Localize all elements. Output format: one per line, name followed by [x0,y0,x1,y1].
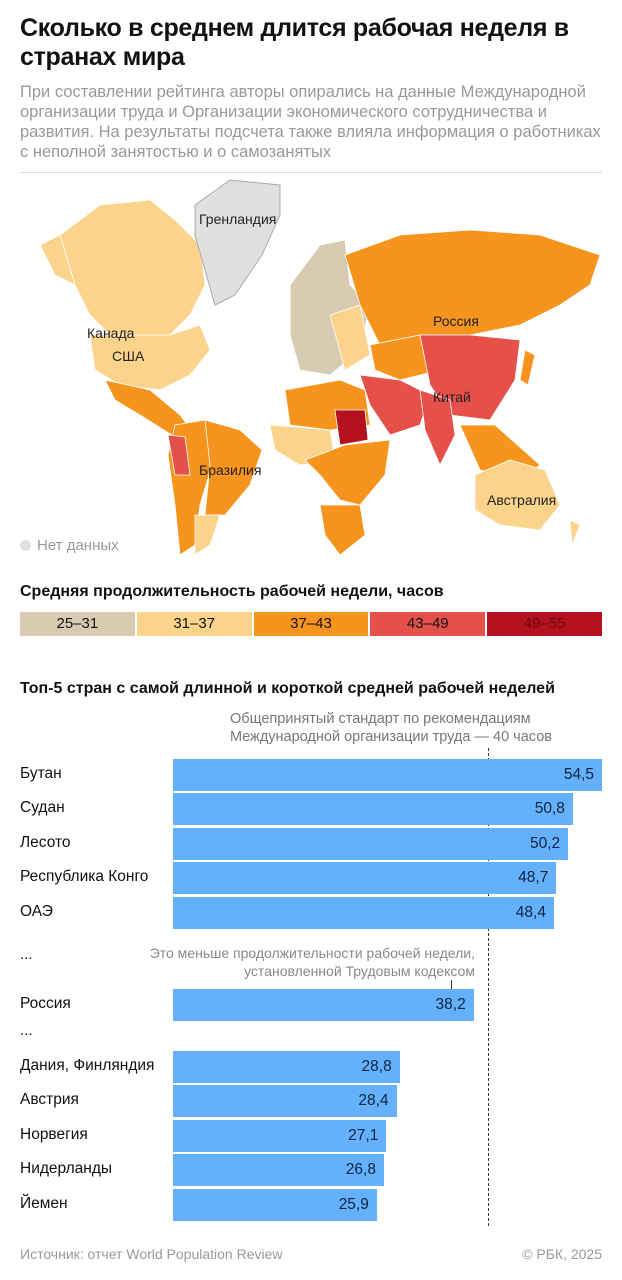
no-data-label: Нет данных [37,537,119,554]
region-europe-east [329,304,371,371]
map-label-russia: Россия [433,313,479,329]
region-canada [59,199,206,336]
bar-category-label: Дания, Финляндия [20,1057,155,1074]
no-data-swatch [20,540,31,551]
bar: 25,9 [173,1189,377,1221]
chart-title: Топ-5 стран с самой длинной и короткой с… [20,680,555,697]
bar-category-label: Россия [20,995,71,1012]
map-label-usa: США [112,348,145,364]
bar: 26,8 [173,1154,384,1186]
bar: 50,8 [173,793,573,825]
region-alaska [39,234,76,286]
legend-bin: 43–49 [370,612,486,636]
legend-bin: 25–31 [20,612,135,636]
bar-category-label: Судан [20,799,65,816]
region-sudan [334,409,369,446]
region-peru [167,434,191,476]
region-usa [89,324,211,391]
legend-bin: 37–43 [253,612,369,636]
bar: 50,2 [173,828,569,860]
bar-value-label: 28,8 [361,1058,392,1075]
legend-bin: 49–55 [487,612,602,636]
region-africa-central [304,439,391,506]
bar-value-label: 28,4 [358,1092,389,1109]
bar-category-label: Австрия [20,1091,79,1108]
bar-value-label: 54,5 [563,766,594,783]
gap-marker: ... [20,946,33,963]
region-argentina [194,514,221,556]
bar: 38,2 [173,989,474,1021]
annotation-pointer [451,980,452,990]
region-africa-south [319,504,366,556]
bar-category-label: Норвегия [20,1126,88,1143]
bar: 54,5 [173,759,602,791]
bar-value-label: 48,4 [515,904,546,921]
world-map [39,179,601,556]
bar-value-label: 50,2 [529,835,561,852]
map-label-china: Китай [433,389,471,405]
region-middle-east [359,374,431,436]
subtitle: При составлении рейтинга авторы опиралис… [20,83,601,161]
bar-category-label: Бутан [20,765,62,782]
legend: 25–31 31–37 37–43 43–49 49–55 [20,612,602,636]
bar-category-label: Йемен [20,1195,68,1212]
bar-value-label: 25,9 [338,1196,369,1213]
bar: 28,4 [173,1085,397,1117]
bar-value-label: 50,8 [534,800,565,817]
map-label-greenland: Гренландия [199,211,277,227]
region-japan [519,349,536,386]
bar: 28,8 [173,1051,400,1083]
legend-title: Средняя продолжительность рабочей недели… [20,583,444,600]
bar-category-label: ОАЭ [20,903,53,920]
gap-marker: ... [20,1022,33,1039]
legend-bin: 31–37 [136,612,252,636]
region-greenland [194,179,281,306]
page-title: Сколько в среднем длится рабочая неделя … [20,14,569,71]
map-label-canada: Канада [87,325,135,341]
bar-category-label: Нидерланды [20,1160,113,1177]
annotation: Это меньше продолжительности рабочей нед… [149,945,475,979]
bar: 48,4 [173,897,554,929]
source: Источник: отчет World Population Review [20,1246,283,1262]
copyright: © РБК, 2025 [522,1246,602,1262]
bar-value-label: 27,1 [348,1127,379,1144]
divider [20,172,602,173]
map-label-australia: Австралия [487,492,557,508]
bar: 27,1 [173,1120,387,1152]
region-india [419,389,456,466]
region-australia [474,459,561,531]
region-brazil [204,419,263,516]
bar-category-label: Лесото [20,834,71,851]
bar-value-label: 38,2 [435,996,466,1013]
bar-value-label: 26,8 [345,1161,376,1178]
bar-category-label: Республика Конго [20,868,149,885]
bar: 48,7 [173,862,557,894]
bar-value-label: 48,7 [518,869,549,886]
reference-line-label: Общепринятый стандарт по рекомендациям М… [230,711,552,745]
reference-line [487,748,489,1226]
map-label-brazil: Бразилия [199,462,262,478]
region-new-zealand [569,519,581,546]
